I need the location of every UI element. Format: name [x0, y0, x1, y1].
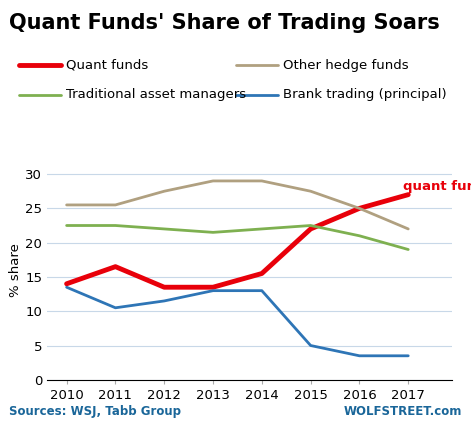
Text: quant funds: quant funds	[403, 180, 471, 192]
Text: Traditional asset managers: Traditional asset managers	[66, 89, 246, 101]
Y-axis label: % share: % share	[9, 243, 23, 297]
Text: Quant funds: Quant funds	[66, 59, 148, 72]
Text: Brank trading (principal): Brank trading (principal)	[283, 89, 446, 101]
Text: Quant Funds' Share of Trading Soars: Quant Funds' Share of Trading Soars	[9, 13, 440, 32]
Text: Sources: WSJ, Tabb Group: Sources: WSJ, Tabb Group	[9, 405, 181, 418]
Text: Other hedge funds: Other hedge funds	[283, 59, 408, 72]
Text: WOLFSTREET.com: WOLFSTREET.com	[343, 405, 462, 418]
